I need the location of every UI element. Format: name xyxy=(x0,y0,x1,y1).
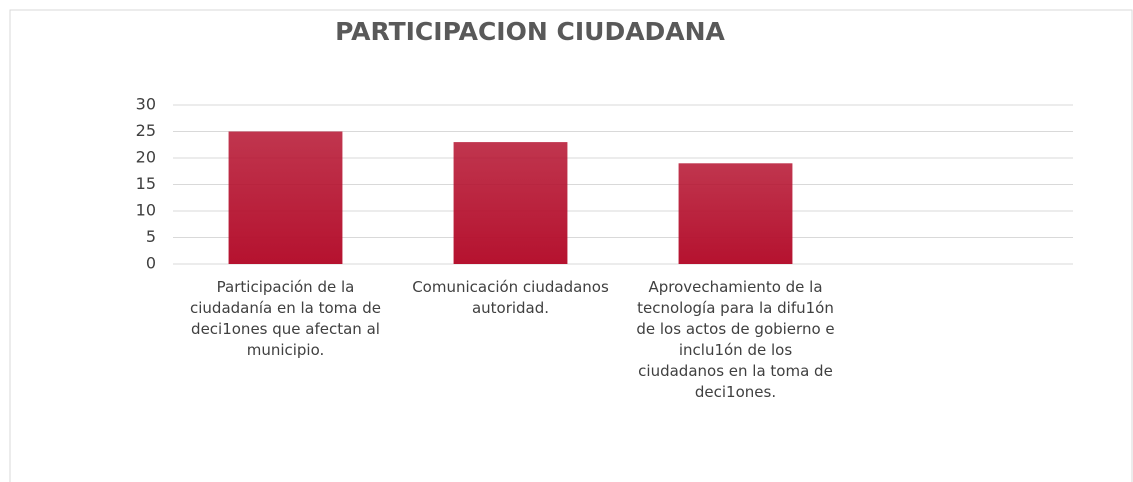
y-tick-label: 15 xyxy=(136,174,156,193)
y-tick-label: 0 xyxy=(146,254,156,273)
chart-title: PARTICIPACION CIUDADANA xyxy=(335,17,725,46)
y-tick-label: 10 xyxy=(136,201,156,220)
y-tick-label: 20 xyxy=(136,148,156,167)
x-tick-label: Aprovechamiento de la tecnología para la… xyxy=(636,278,835,401)
chart-frame xyxy=(9,9,1133,482)
y-tick-label: 30 xyxy=(136,95,156,114)
y-tick-label: 5 xyxy=(146,227,156,246)
x-tick-label: Comunicación ciudadanos autoridad. xyxy=(412,278,609,317)
bar xyxy=(678,163,793,264)
y-tick-label: 25 xyxy=(136,121,156,140)
bar xyxy=(453,142,568,264)
x-tick-label: Participación de la ciudadanía en la tom… xyxy=(190,278,381,359)
bar xyxy=(228,131,343,264)
